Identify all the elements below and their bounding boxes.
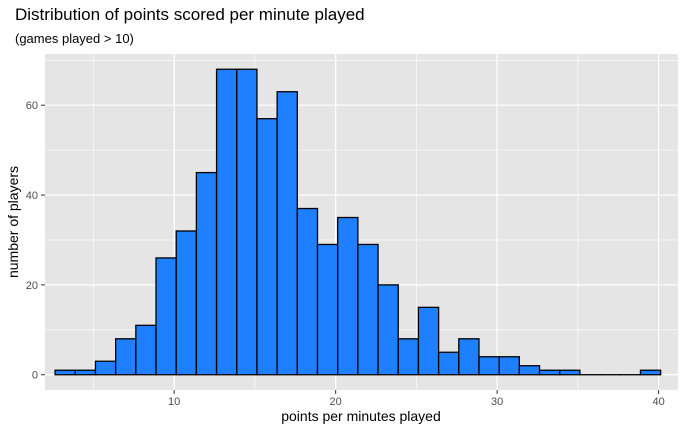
y-axis-title: number of players (5, 166, 21, 278)
histogram-bar (417, 306, 440, 376)
chart-title: Distribution of points scored per minute… (15, 5, 365, 24)
histogram-bar (458, 338, 480, 376)
histogram-bar (478, 356, 500, 376)
histogram-bar (195, 171, 218, 376)
histogram-bar (256, 118, 278, 376)
histogram-bar (437, 351, 460, 376)
histogram-bar (175, 230, 198, 376)
histogram-bar (236, 68, 258, 376)
histogram-bar (296, 207, 319, 376)
y-tick-label: 20 (26, 280, 38, 292)
histogram-bar (397, 338, 420, 376)
x-tick-label: 10 (168, 396, 180, 408)
chart-subtitle: (games played > 10) (15, 31, 134, 46)
histogram-bar (498, 356, 520, 376)
x-tick-label: 30 (491, 396, 503, 408)
histogram-bar (54, 369, 76, 376)
histogram-bar (316, 243, 339, 376)
histogram-bar (518, 365, 541, 376)
histogram-bar (74, 369, 97, 376)
y-tick-label: 0 (32, 370, 38, 382)
x-axis-title: points per minutes played (281, 408, 441, 424)
histogram-bar (135, 324, 157, 376)
histogram-bar (94, 360, 117, 376)
histogram-bar (639, 369, 662, 376)
histogram-bar (155, 257, 177, 376)
histogram-bars (54, 68, 662, 376)
y-tick-label: 60 (26, 100, 38, 112)
histogram-bar (559, 369, 581, 376)
y-axis-ticks: 0 20 40 60 (26, 100, 45, 382)
histogram-bar (337, 216, 359, 376)
y-tick-label: 40 (26, 190, 38, 202)
histogram-bar (276, 91, 298, 376)
histogram-bar (538, 369, 561, 376)
histogram-bar (114, 338, 137, 376)
histogram-bar (357, 243, 379, 376)
x-tick-label: 40 (652, 396, 664, 408)
histogram-bar (215, 68, 238, 376)
x-tick-label: 20 (330, 396, 342, 408)
x-axis-ticks: 10 20 30 40 (168, 390, 665, 408)
histogram-bar (377, 284, 399, 376)
